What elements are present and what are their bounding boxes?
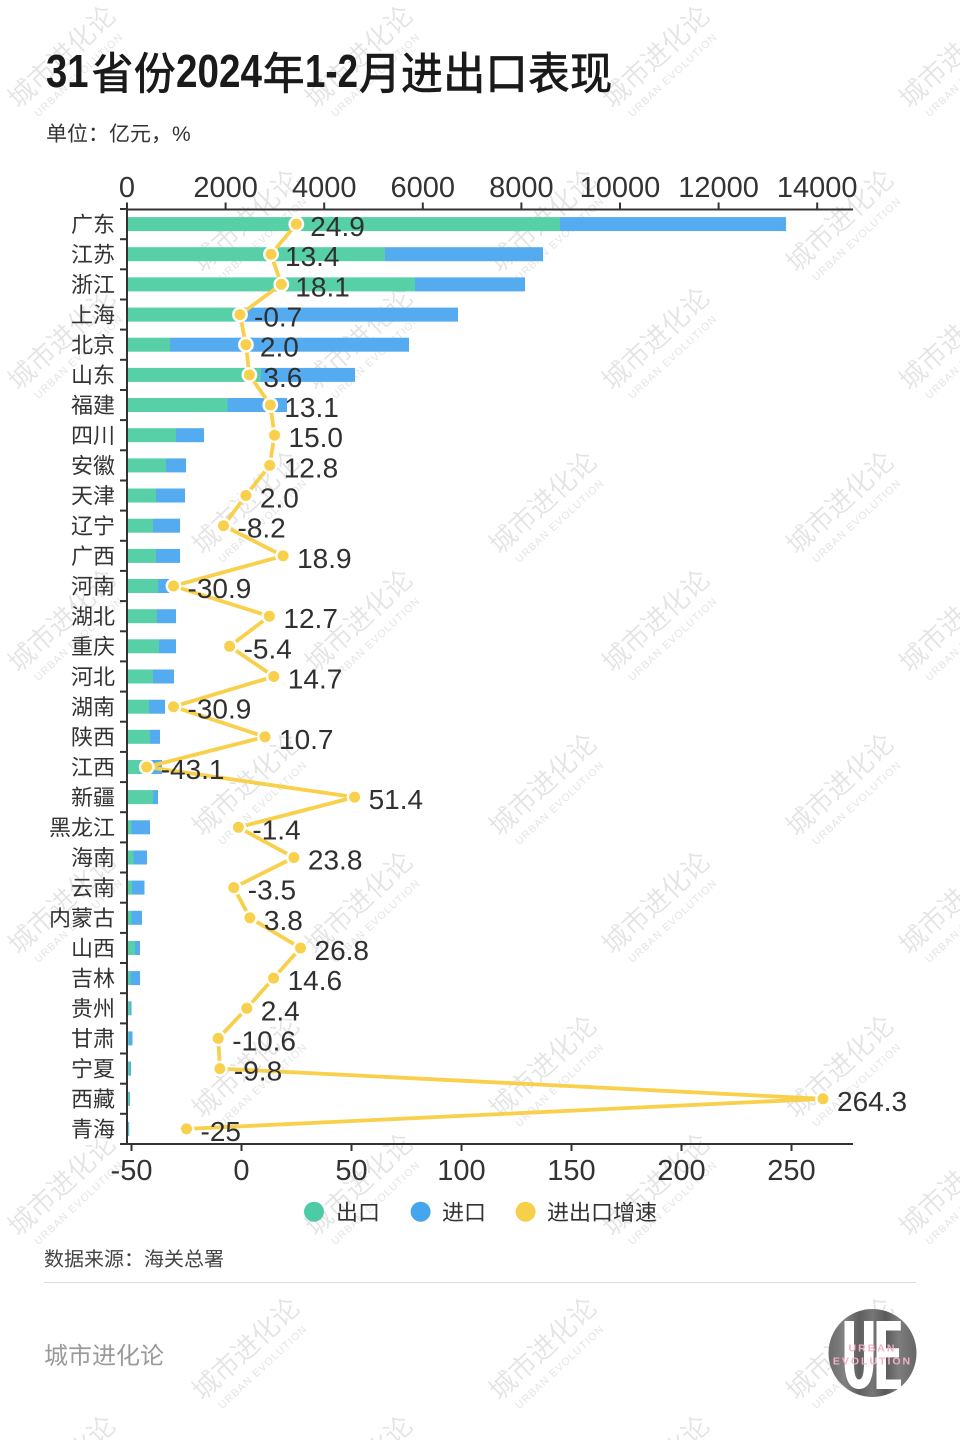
svg-text:18.1: 18.1 (295, 271, 350, 302)
svg-text:3.6: 3.6 (263, 362, 302, 393)
svg-text:-50: -50 (111, 1155, 153, 1187)
svg-text:14.6: 14.6 (288, 965, 343, 996)
svg-text:24.9: 24.9 (310, 211, 365, 242)
svg-text:-43.1: -43.1 (161, 754, 225, 785)
svg-text:2.4: 2.4 (261, 995, 300, 1026)
svg-text:2000: 2000 (193, 172, 258, 204)
svg-text:12000: 12000 (678, 172, 759, 204)
svg-text:2.0: 2.0 (260, 483, 299, 514)
svg-text:264.3: 264.3 (837, 1086, 907, 1117)
svg-text:-3.5: -3.5 (248, 875, 296, 906)
svg-text:10000: 10000 (580, 172, 661, 204)
svg-text:-10.6: -10.6 (232, 1025, 296, 1056)
svg-text:13.4: 13.4 (285, 241, 340, 272)
svg-text:-30.9: -30.9 (188, 694, 252, 725)
svg-text:EVOLUTION: EVOLUTION (833, 1356, 912, 1368)
svg-text:23.8: 23.8 (308, 845, 363, 876)
svg-text:10.7: 10.7 (279, 724, 334, 755)
svg-text:4000: 4000 (292, 172, 357, 204)
svg-text:18.9: 18.9 (297, 543, 352, 574)
svg-text:0: 0 (233, 1155, 249, 1187)
svg-text:-25: -25 (201, 1116, 241, 1147)
svg-text:%: % (172, 123, 191, 146)
svg-text:-8.2: -8.2 (238, 513, 286, 544)
svg-text:1-2: 1-2 (305, 45, 358, 97)
svg-text:12.8: 12.8 (284, 452, 339, 483)
svg-text:26.8: 26.8 (315, 935, 370, 966)
svg-text:100: 100 (437, 1155, 485, 1187)
svg-text:8000: 8000 (489, 172, 554, 204)
svg-text:12.7: 12.7 (283, 603, 338, 634)
svg-text:50: 50 (335, 1155, 367, 1187)
svg-text:6000: 6000 (391, 172, 456, 204)
svg-text:-1.4: -1.4 (252, 814, 300, 845)
svg-text:13.1: 13.1 (284, 392, 339, 423)
svg-text:2024: 2024 (176, 45, 262, 97)
svg-text:51.4: 51.4 (369, 784, 424, 815)
svg-text:-9.8: -9.8 (234, 1056, 282, 1087)
svg-text:15.0: 15.0 (289, 422, 344, 453)
svg-text:3.8: 3.8 (264, 905, 303, 936)
svg-text:2.0: 2.0 (260, 332, 299, 363)
svg-text:-0.7: -0.7 (254, 302, 302, 333)
svg-text:-5.4: -5.4 (244, 633, 292, 664)
svg-text:0: 0 (119, 172, 135, 204)
svg-text:250: 250 (767, 1155, 815, 1187)
svg-text:31: 31 (46, 45, 89, 97)
svg-text:-30.9: -30.9 (188, 573, 252, 604)
svg-text:200: 200 (657, 1155, 705, 1187)
svg-text:14000: 14000 (777, 172, 858, 204)
svg-text:URBAN: URBAN (849, 1343, 897, 1355)
svg-text:150: 150 (547, 1155, 595, 1187)
svg-text:14.7: 14.7 (288, 664, 343, 695)
